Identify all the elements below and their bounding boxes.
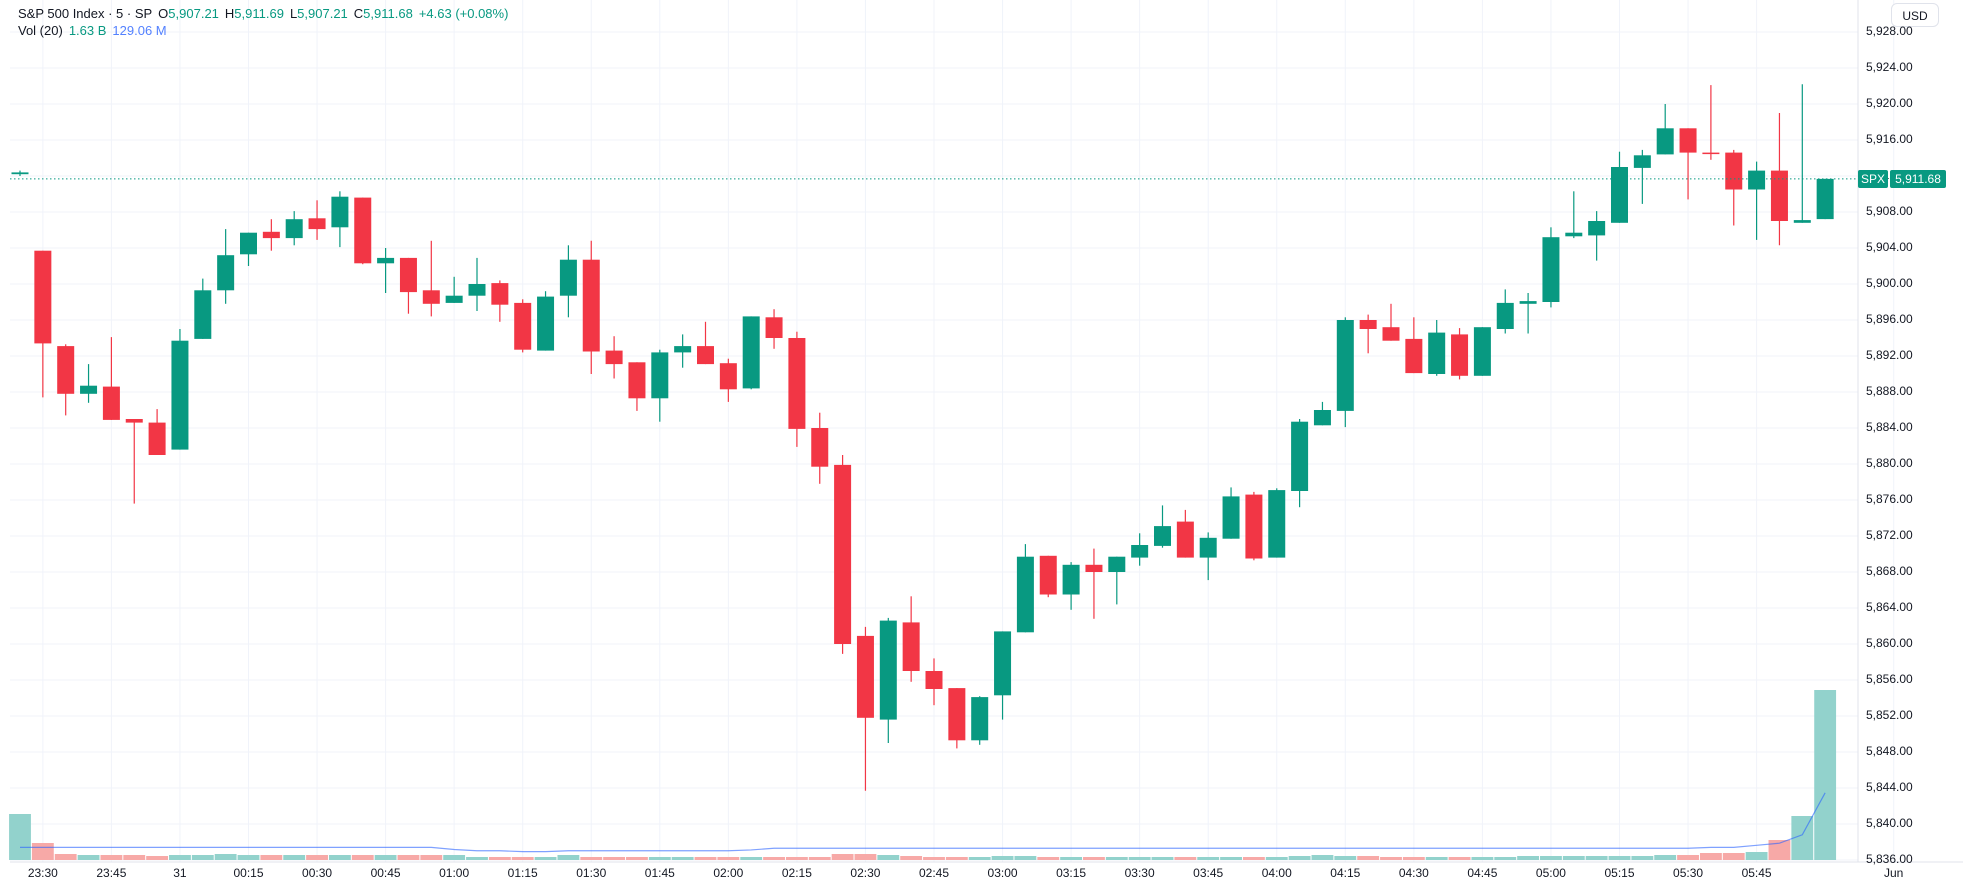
time-tick: 02:45 bbox=[918, 866, 950, 880]
time-tick: 02:00 bbox=[713, 866, 744, 880]
time-tick: 01:45 bbox=[644, 866, 675, 880]
time-tick: 00:15 bbox=[233, 866, 264, 880]
price-tick: 5,916.00 bbox=[1866, 132, 1913, 146]
price-tick: 5,856.00 bbox=[1866, 672, 1913, 686]
price-tick: 5,880.00 bbox=[1866, 456, 1913, 470]
price-tick: 5,860.00 bbox=[1866, 636, 1913, 650]
time-tick: 01:00 bbox=[439, 866, 470, 880]
time-tick: 02:30 bbox=[850, 866, 881, 880]
time-tick: 01:30 bbox=[576, 866, 607, 880]
time-tick: 01:15 bbox=[507, 866, 538, 880]
time-tick: 00:45 bbox=[370, 866, 401, 880]
time-tick: 03:15 bbox=[1056, 866, 1087, 880]
price-tick: 5,892.00 bbox=[1866, 348, 1913, 362]
price-tick: 5,868.00 bbox=[1866, 564, 1913, 578]
volume-row: Vol (20) 1.63 B 129.06 M bbox=[18, 22, 508, 39]
time-tick: 05:30 bbox=[1673, 866, 1704, 880]
price-tick: 5,840.00 bbox=[1866, 816, 1913, 830]
currency-button[interactable]: USD bbox=[1891, 3, 1939, 27]
price-tick: 5,848.00 bbox=[1866, 744, 1913, 758]
time-tick: 00:30 bbox=[302, 866, 333, 880]
time-tick: 04:15 bbox=[1330, 866, 1361, 880]
price-tick: 5,872.00 bbox=[1866, 528, 1913, 542]
time-tick: 31 bbox=[173, 866, 187, 880]
time-tick: 23:45 bbox=[96, 866, 127, 880]
time-tick: Jun bbox=[1884, 866, 1904, 880]
price-tick: 5,884.00 bbox=[1866, 420, 1913, 434]
price-tick: 5,900.00 bbox=[1866, 276, 1913, 290]
close-value: 5,911.68 bbox=[363, 6, 413, 21]
symbol-title[interactable]: S&P 500 Index · 5 · SP bbox=[18, 6, 153, 21]
candles bbox=[11, 84, 1834, 791]
price-tick: 5,876.00 bbox=[1866, 492, 1913, 506]
volume-pane bbox=[9, 690, 1837, 860]
price-tick: 5,928.00 bbox=[1866, 24, 1913, 38]
price-tick: 5,904.00 bbox=[1866, 240, 1913, 254]
time-tick: 04:30 bbox=[1398, 866, 1429, 880]
price-tick: 5,924.00 bbox=[1866, 60, 1913, 74]
time-tick: 03:30 bbox=[1124, 866, 1155, 880]
price-tick: 5,836.00 bbox=[1866, 852, 1913, 866]
open-value: 5,907.21 bbox=[168, 6, 219, 21]
high-value: 5,911.69 bbox=[234, 6, 284, 21]
time-tick: 03:45 bbox=[1193, 866, 1224, 880]
time-tick: 03:00 bbox=[987, 866, 1018, 880]
price-tick: 5,852.00 bbox=[1866, 708, 1913, 722]
low-value: 5,907.21 bbox=[297, 6, 348, 21]
time-tick: 05:00 bbox=[1535, 866, 1566, 880]
price-tick: 5,920.00 bbox=[1866, 96, 1913, 110]
chart-legend: S&P 500 Index · 5 · SP O5,907.21 H5,911.… bbox=[18, 5, 508, 39]
time-tick: 23:30 bbox=[27, 866, 58, 880]
volume-ma-value: 129.06 M bbox=[112, 23, 167, 38]
last-price-ticker: SPX bbox=[1858, 170, 1888, 188]
volume-value: 1.63 B bbox=[68, 23, 107, 38]
price-tick: 5,864.00 bbox=[1866, 600, 1913, 614]
price-tick: 5,888.00 bbox=[1866, 384, 1913, 398]
time-tick: 04:00 bbox=[1261, 866, 1292, 880]
volume-label[interactable]: Vol (20) bbox=[18, 23, 63, 38]
time-tick: 02:15 bbox=[781, 866, 812, 880]
change-value: +4.63 (+0.08%) bbox=[418, 6, 509, 21]
last-price-tag: 5,911.68 bbox=[1890, 170, 1946, 188]
time-tick: 05:45 bbox=[1741, 866, 1772, 880]
time-tick: 05:15 bbox=[1604, 866, 1635, 880]
price-tick: 5,896.00 bbox=[1866, 312, 1913, 326]
price-tick: 5,908.00 bbox=[1866, 204, 1913, 218]
time-tick: 04:45 bbox=[1467, 866, 1498, 880]
price-tick: 5,844.00 bbox=[1866, 780, 1913, 794]
ohlc-row: S&P 500 Index · 5 · SP O5,907.21 H5,911.… bbox=[18, 6, 509, 21]
